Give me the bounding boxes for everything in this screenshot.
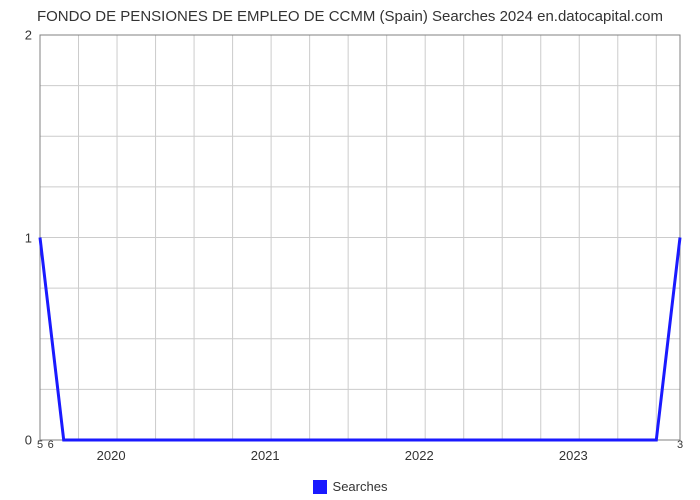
- x-tick-label: 2022: [405, 440, 434, 463]
- x-tick-label: 2023: [559, 440, 588, 463]
- chart-svg: [40, 35, 680, 440]
- outlier-label: 6: [48, 440, 54, 451]
- y-tick-label: 1: [25, 230, 40, 245]
- outlier-label: 5: [37, 440, 43, 451]
- legend-label: Searches: [333, 479, 388, 494]
- chart-legend: Searches: [0, 479, 700, 494]
- outlier-label: 3: [677, 440, 683, 451]
- y-tick-label: 2: [25, 28, 40, 43]
- legend-swatch: [313, 480, 327, 494]
- chart-plot-area: 012 2020202120222023 563: [40, 35, 680, 440]
- x-tick-label: 2020: [97, 440, 126, 463]
- x-tick-label: 2021: [251, 440, 280, 463]
- chart-title: FONDO DE PENSIONES DE EMPLEO DE CCMM (Sp…: [0, 8, 700, 25]
